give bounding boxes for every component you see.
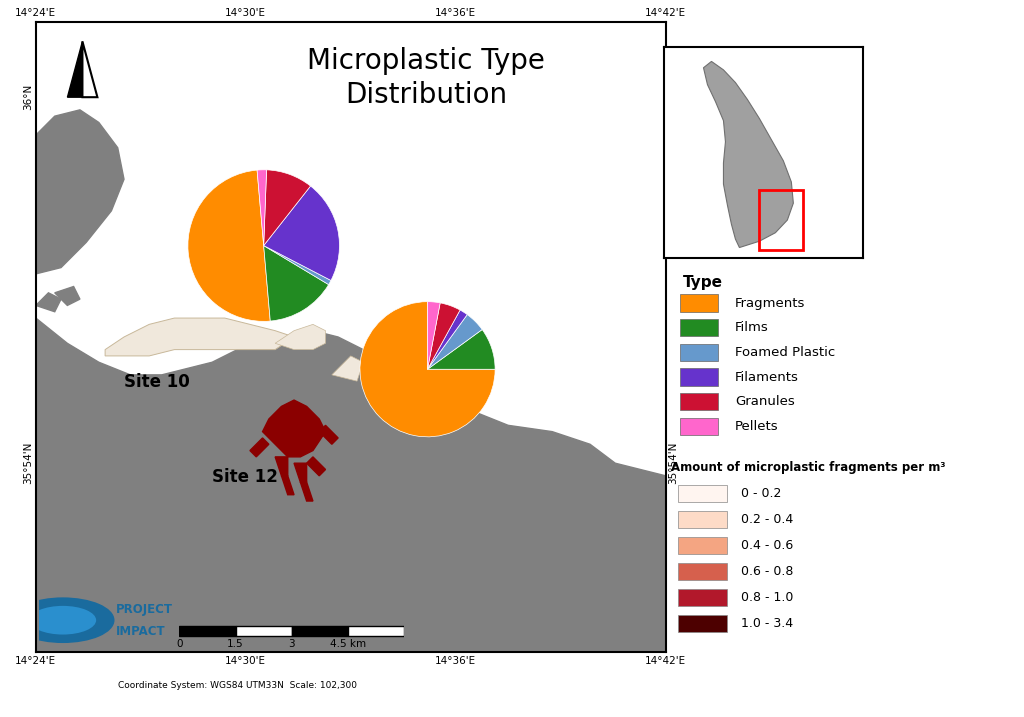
Wedge shape <box>428 315 482 369</box>
Text: Fragments: Fragments <box>735 297 806 310</box>
Polygon shape <box>319 425 338 445</box>
Text: 14°42'E: 14°42'E <box>645 655 686 665</box>
Bar <box>236 626 292 636</box>
Text: Foamed Plastic: Foamed Plastic <box>735 346 836 359</box>
Polygon shape <box>262 400 326 457</box>
Circle shape <box>12 599 114 642</box>
Text: 1.0 - 3.4: 1.0 - 3.4 <box>741 617 794 630</box>
FancyBboxPatch shape <box>680 418 718 435</box>
Wedge shape <box>188 170 270 321</box>
Text: 0: 0 <box>176 639 182 649</box>
Polygon shape <box>275 324 326 350</box>
Wedge shape <box>428 303 460 369</box>
Text: Site 12: Site 12 <box>212 468 279 486</box>
Text: 14°30'E: 14°30'E <box>225 9 266 19</box>
FancyBboxPatch shape <box>678 511 727 528</box>
Text: 35°54'N: 35°54'N <box>24 442 34 485</box>
Wedge shape <box>428 302 440 369</box>
Text: 4.5 km: 4.5 km <box>330 639 367 649</box>
Text: 0.6 - 0.8: 0.6 - 0.8 <box>741 565 794 579</box>
Text: 36°N: 36°N <box>668 84 678 110</box>
Polygon shape <box>36 110 124 274</box>
Bar <box>292 626 348 636</box>
Polygon shape <box>250 438 269 457</box>
FancyBboxPatch shape <box>680 369 718 386</box>
Text: PROJECT: PROJECT <box>116 604 173 617</box>
FancyBboxPatch shape <box>678 563 727 580</box>
Text: 36°N: 36°N <box>24 84 34 110</box>
Wedge shape <box>360 302 496 437</box>
FancyBboxPatch shape <box>678 537 727 554</box>
FancyBboxPatch shape <box>678 589 727 606</box>
Wedge shape <box>264 245 331 285</box>
FancyBboxPatch shape <box>680 343 718 361</box>
Text: Filaments: Filaments <box>735 371 799 384</box>
Text: 1.5: 1.5 <box>227 639 244 649</box>
Text: 14°24'E: 14°24'E <box>15 9 56 19</box>
FancyBboxPatch shape <box>680 393 718 410</box>
Text: Films: Films <box>735 321 769 334</box>
Text: Granules: Granules <box>735 395 795 408</box>
Text: 3: 3 <box>289 639 295 649</box>
FancyBboxPatch shape <box>680 295 718 312</box>
Polygon shape <box>54 287 80 305</box>
Text: 14°42'E: 14°42'E <box>645 9 686 19</box>
Wedge shape <box>264 170 310 245</box>
Text: 35°54'N: 35°54'N <box>668 442 678 485</box>
Polygon shape <box>282 476 294 495</box>
Wedge shape <box>264 186 339 280</box>
Polygon shape <box>68 42 82 98</box>
Text: 0.8 - 1.0: 0.8 - 1.0 <box>741 592 794 604</box>
Text: 0.2 - 0.4: 0.2 - 0.4 <box>741 513 794 526</box>
Bar <box>760 191 803 250</box>
Polygon shape <box>300 482 313 501</box>
Polygon shape <box>306 457 326 476</box>
Text: 14°36'E: 14°36'E <box>435 655 476 665</box>
Text: 0 - 0.2: 0 - 0.2 <box>741 488 781 500</box>
FancyBboxPatch shape <box>678 485 727 502</box>
Bar <box>179 626 236 636</box>
Polygon shape <box>105 318 294 356</box>
Circle shape <box>30 606 96 635</box>
Polygon shape <box>82 42 97 98</box>
Text: 14°24'E: 14°24'E <box>15 655 56 665</box>
Polygon shape <box>36 293 61 312</box>
Text: Coordinate System: WGS84 UTM33N  Scale: 102,300: Coordinate System: WGS84 UTM33N Scale: 1… <box>118 681 356 690</box>
Text: Site 10: Site 10 <box>124 374 189 391</box>
Text: Pellets: Pellets <box>735 420 779 433</box>
Polygon shape <box>703 62 794 247</box>
Polygon shape <box>36 318 666 652</box>
Text: Type: Type <box>683 275 723 290</box>
Wedge shape <box>428 330 496 369</box>
Bar <box>348 626 404 636</box>
Text: IMPACT: IMPACT <box>116 625 166 638</box>
Wedge shape <box>428 310 467 369</box>
Text: 14°36'E: 14°36'E <box>435 9 476 19</box>
FancyBboxPatch shape <box>680 319 718 336</box>
Text: 0.4 - 0.6: 0.4 - 0.6 <box>741 539 794 552</box>
Text: 14°30'E: 14°30'E <box>225 655 266 665</box>
Text: Amount of microplastic fragments per m³: Amount of microplastic fragments per m³ <box>671 461 945 474</box>
Polygon shape <box>332 356 364 381</box>
FancyBboxPatch shape <box>678 615 727 632</box>
Text: Microplastic Type
Distribution: Microplastic Type Distribution <box>307 47 545 110</box>
Wedge shape <box>257 170 266 245</box>
Wedge shape <box>264 245 329 321</box>
Polygon shape <box>294 463 306 482</box>
Polygon shape <box>275 457 288 476</box>
Polygon shape <box>370 362 401 387</box>
